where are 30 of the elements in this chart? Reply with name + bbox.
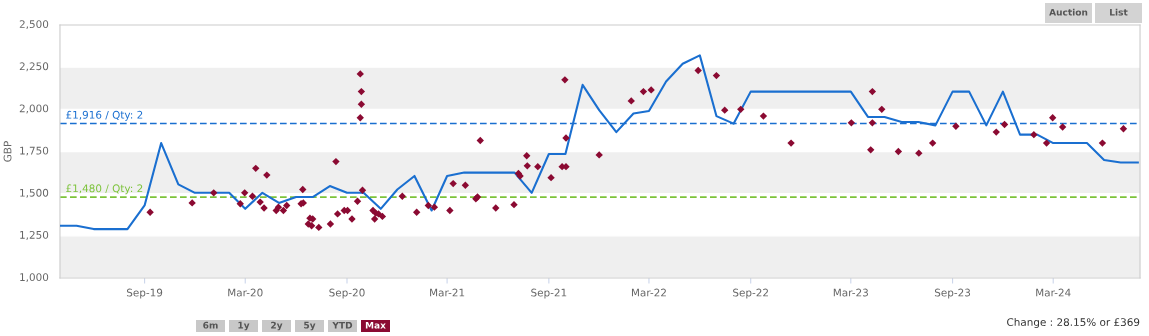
line-series xyxy=(59,54,1139,231)
text: Max xyxy=(365,321,386,329)
text: Auction xyxy=(1049,8,1088,16)
x-tick-label: Mar-22 xyxy=(631,288,666,297)
y-tick-label: 2,000 xyxy=(19,104,49,114)
text: 6m xyxy=(203,321,218,329)
text: 2y xyxy=(271,321,283,331)
x-tick-label: Mar-23 xyxy=(833,288,868,297)
x-tick-label: Sep-20 xyxy=(329,288,365,299)
y-tick-label: 2,250 xyxy=(19,62,49,72)
text: 1y xyxy=(238,321,250,331)
x-tick-label: Mar-24 xyxy=(1036,288,1071,297)
text: 5y xyxy=(304,321,316,331)
x-tick-label: Sep-22 xyxy=(733,288,768,299)
text: Change : 28.15% or £369 xyxy=(1007,317,1140,329)
y-tick-label: 2,500 xyxy=(19,20,49,30)
text: YTD xyxy=(332,321,353,329)
y-tick-label: 1,750 xyxy=(20,146,49,156)
x-tick-label: Sep-23 xyxy=(934,288,971,299)
y-tick-label: 1,000 xyxy=(20,273,49,283)
x-tick-label: Mar-20 xyxy=(228,288,263,297)
ref-line-label: £1,480 / Qty: 2 xyxy=(66,184,143,195)
text: List xyxy=(1110,8,1128,16)
y-tick-label: 1,500 xyxy=(20,188,49,198)
y-axis-title: GBP xyxy=(3,141,12,162)
ref-line-label: £1,916 / Qty: 2 xyxy=(66,110,143,121)
x-tick-label: Sep-19 xyxy=(126,288,163,299)
y-tick-label: 1,250 xyxy=(20,230,49,240)
x-tick-label: Sep-21 xyxy=(531,288,567,299)
x-tick-label: Mar-21 xyxy=(430,288,465,297)
